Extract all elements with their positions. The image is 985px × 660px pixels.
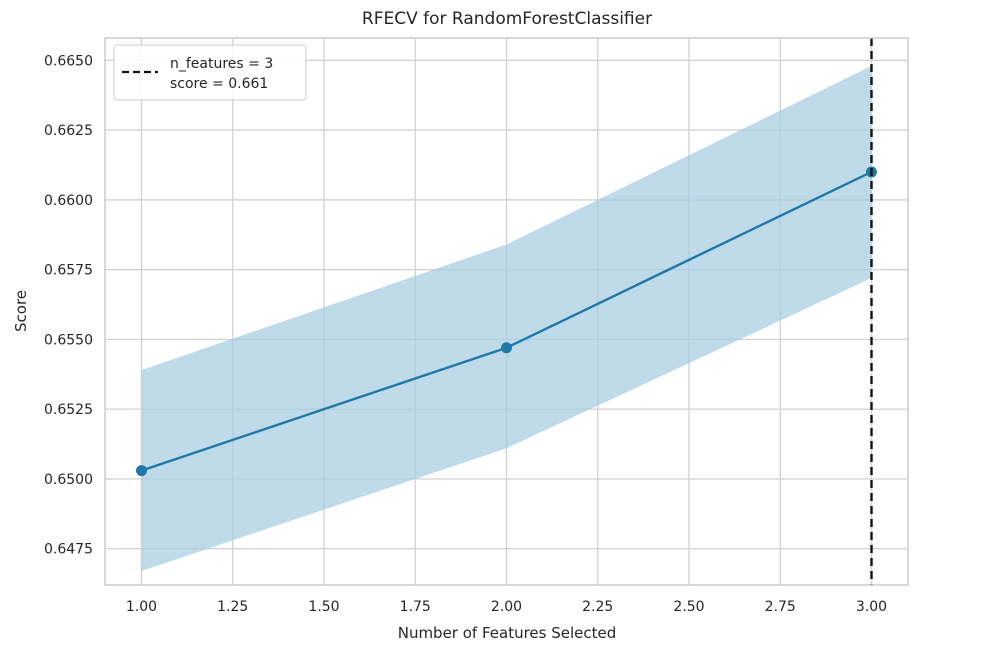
x-tick-label-4: 2.00 xyxy=(491,599,522,615)
score-series xyxy=(136,166,877,477)
x-tick-label-5: 2.25 xyxy=(582,599,613,615)
legend-entry-n-features: n_features = 3 xyxy=(170,56,273,72)
x-tick-label-6: 2.50 xyxy=(673,599,704,615)
y-tick-label-0: 0.6475 xyxy=(44,542,93,558)
y-axis-label: Score xyxy=(12,290,30,332)
x-tick-label-3: 1.75 xyxy=(400,599,431,615)
x-tick-label-8: 3.00 xyxy=(856,599,887,615)
chart-title: RFECV for RandomForestClassifier xyxy=(362,9,652,29)
score-point-1 xyxy=(501,342,512,354)
y-tick-label-5: 0.6600 xyxy=(44,193,93,209)
x-axis-ticks: 1.00 1.25 1.50 1.75 2.00 2.25 2.50 2.75 3.00 xyxy=(126,599,887,615)
y-tick-label-4: 0.6575 xyxy=(44,263,93,279)
legend-entry-score: score = 0.661 xyxy=(170,76,268,92)
y-tick-label-2: 0.6525 xyxy=(44,402,93,418)
plot-border xyxy=(104,37,909,586)
confidence-band xyxy=(141,65,872,572)
y-tick-label-1: 0.6500 xyxy=(44,472,93,488)
x-tick-label-2: 1.50 xyxy=(308,599,339,615)
plot-frame xyxy=(104,37,909,586)
y-axis-ticks: 0.6475 0.6500 0.6525 0.6550 0.6575 0.6600 0.66… xyxy=(44,53,93,557)
x-tick-label-7: 2.75 xyxy=(765,599,796,615)
y-tick-label-6: 0.6625 xyxy=(44,123,93,139)
x-tick-label-1: 1.25 xyxy=(217,599,248,615)
legend: n_features = 3 score = 0.661 xyxy=(113,44,307,101)
y-tick-label-7: 0.6650 xyxy=(44,53,93,69)
score-point-0 xyxy=(136,465,147,477)
y-tick-label-3: 0.6550 xyxy=(44,332,93,348)
legend-box xyxy=(113,44,307,101)
confidence-band-area-0 xyxy=(141,65,872,572)
x-axis-label: Number of Features Selected xyxy=(398,624,617,642)
x-tick-label-0: 1.00 xyxy=(126,599,157,615)
